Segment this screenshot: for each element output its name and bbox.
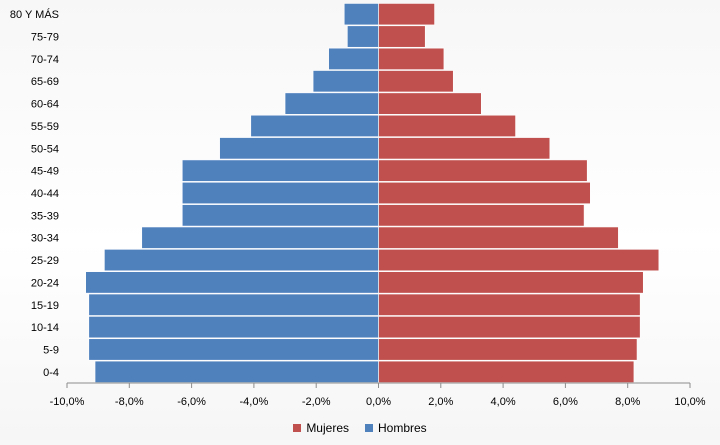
- bar-mujeres-45-49: [378, 159, 588, 182]
- y-category-label: 65-69: [31, 76, 59, 88]
- bar-hombres-70-74: [328, 47, 379, 70]
- bar-mujeres-60-64: [378, 92, 482, 115]
- bar-hombres-60-64: [284, 92, 379, 115]
- chart-legend: Mujeres Hombres: [0, 418, 720, 438]
- legend-swatch-hombres: [365, 424, 373, 432]
- bar-hombres-30-34: [141, 226, 379, 249]
- bar-mujeres-30-34: [378, 226, 619, 249]
- x-tick-label: 6,0%: [553, 396, 578, 408]
- bar-hombres-35-39: [181, 204, 379, 227]
- bar-hombres-40-44: [181, 181, 379, 205]
- x-tick-label: 2,0%: [428, 396, 453, 408]
- x-tick-label: 0,0%: [366, 396, 391, 408]
- y-category-label: 5-9: [43, 344, 59, 356]
- bar-mujeres-80-y-m-s: [378, 3, 435, 26]
- bar-hombres-15-19: [88, 293, 379, 316]
- bar-hombres-50-54: [219, 137, 379, 160]
- bar-mujeres-40-44: [378, 181, 591, 205]
- bar-hombres-5-9: [88, 338, 379, 361]
- bar-hombres-25-29: [104, 249, 379, 272]
- bar-mujeres-50-54: [378, 137, 551, 160]
- bar-hombres-45-49: [181, 159, 379, 182]
- legend-swatch-mujeres: [293, 424, 302, 432]
- y-category-label: 60-64: [31, 99, 59, 111]
- bar-hombres-10-14: [88, 316, 379, 339]
- bar-mujeres-55-59: [378, 114, 516, 137]
- legend-label-mujeres: Mujeres: [306, 421, 349, 435]
- x-tick-label: -8,0%: [115, 396, 144, 408]
- bar-mujeres-35-39: [378, 204, 585, 227]
- bar-mujeres-10-14: [378, 316, 641, 339]
- bar-mujeres-65-69: [378, 70, 454, 93]
- legend-label-hombres: Hombres: [378, 421, 427, 435]
- y-category-label: 70-74: [31, 54, 59, 66]
- bar-mujeres-25-29: [378, 249, 660, 272]
- y-category-label: 75-79: [31, 32, 59, 44]
- x-tick-label: 4,0%: [491, 396, 516, 408]
- x-tick-label: 8,0%: [615, 396, 640, 408]
- legend-item-hombres: Hombres: [365, 421, 427, 435]
- x-tick-label: 10,0%: [674, 396, 705, 408]
- y-category-label: 35-39: [31, 210, 59, 222]
- bar-mujeres-15-19: [378, 293, 641, 316]
- bar-hombres-55-59: [250, 114, 379, 137]
- y-category-label: 30-34: [31, 233, 59, 245]
- bar-hombres-75-79: [347, 25, 379, 48]
- bar-mujeres-0-4: [378, 360, 635, 383]
- y-category-label: 10-14: [31, 322, 59, 334]
- y-category-label: 50-54: [31, 143, 59, 155]
- y-category-label: 40-44: [31, 188, 59, 200]
- y-category-label: 55-59: [31, 121, 59, 133]
- y-category-label: 45-49: [31, 166, 59, 178]
- x-tick-label: -6,0%: [177, 396, 206, 408]
- bar-mujeres-5-9: [378, 338, 638, 361]
- y-category-label: 25-29: [31, 255, 59, 267]
- y-category-label: 0-4: [43, 367, 59, 379]
- bar-mujeres-70-74: [378, 47, 445, 70]
- x-tick-label: -4,0%: [240, 396, 269, 408]
- x-tick-label: -2,0%: [302, 396, 331, 408]
- bar-hombres-20-24: [85, 271, 379, 294]
- y-category-label: 20-24: [31, 277, 59, 289]
- bar-mujeres-20-24: [378, 271, 644, 294]
- y-category-label: 80 Y MÁS: [10, 8, 59, 21]
- bar-mujeres-75-79: [378, 25, 426, 48]
- bar-hombres-80-y-m-s: [343, 3, 379, 26]
- x-tick-label: -10,0%: [50, 396, 85, 408]
- y-category-label: 15-19: [31, 300, 59, 312]
- bar-hombres-65-69: [312, 70, 379, 93]
- bar-hombres-0-4: [94, 360, 379, 383]
- legend-item-mujeres: Mujeres: [293, 421, 349, 435]
